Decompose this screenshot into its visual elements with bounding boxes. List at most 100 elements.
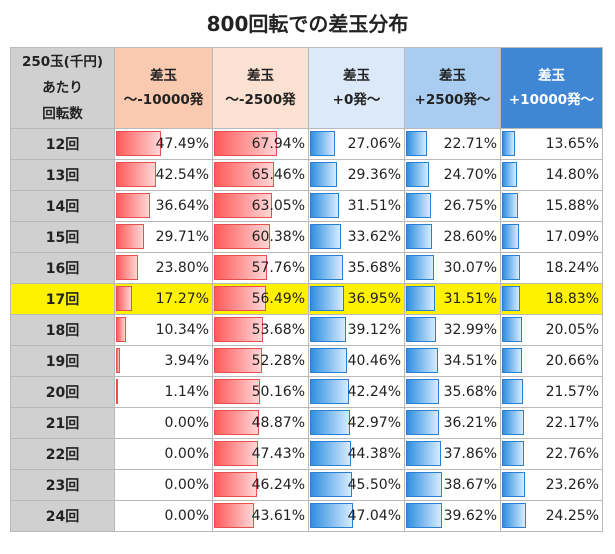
value-cell: 20.66% [500, 345, 603, 377]
column-header: 差玉 +2500発～ [404, 47, 501, 129]
data-label: 29.36% [347, 167, 401, 183]
table-body: 12回 47.49% 67.94% 27.06% 22.71% 13.65% 13回 42.5… [10, 128, 603, 532]
value-cell: 39.12% [308, 314, 405, 346]
value-cell: 18.24% [500, 252, 603, 284]
table-row: 22回 0.00% 47.43% 44.38% 37.86% 22.76% [10, 438, 603, 470]
data-bar [406, 503, 443, 528]
data-bar [310, 131, 335, 156]
data-label: 20.66% [545, 353, 599, 369]
data-label: 38.67% [443, 477, 497, 493]
data-label: 0.00% [164, 477, 209, 493]
value-cell: 30.07% [404, 252, 501, 284]
table-row: 21回 0.00% 48.87% 42.97% 36.21% 22.17% [10, 407, 603, 439]
value-cell: 36.95% [308, 283, 405, 315]
data-bar [310, 193, 339, 218]
row-label: 19回 [10, 345, 115, 377]
data-bar [406, 317, 437, 342]
data-bar [406, 410, 440, 435]
value-cell: 1.14% [114, 376, 213, 408]
data-label: 26.75% [443, 198, 497, 214]
data-label: 22.76% [545, 446, 599, 462]
data-bar [116, 224, 144, 249]
data-label: 1.14% [164, 384, 209, 400]
row-label: 16回 [10, 252, 115, 284]
table-row: 19回 3.94% 52.28% 40.46% 34.51% 20.66% [10, 345, 603, 377]
value-cell: 28.60% [404, 221, 501, 253]
value-cell: 0.00% [114, 407, 213, 439]
data-bar [502, 317, 522, 342]
value-cell: 24.25% [500, 500, 603, 532]
data-label: 31.51% [443, 291, 497, 307]
row-label: 20回 [10, 376, 115, 408]
row-label: 14回 [10, 190, 115, 222]
value-cell: 37.86% [404, 438, 501, 470]
value-cell: 38.67% [404, 469, 501, 501]
value-cell: 46.24% [212, 469, 309, 501]
data-bar [502, 348, 523, 373]
data-bar [214, 286, 266, 311]
distribution-table: 250玉(千円) あたり 回転数 差玉 ～-10000発 差玉 ～-2500発 差玉… [10, 47, 603, 532]
data-bar [310, 441, 351, 466]
data-label: 18.83% [545, 291, 599, 307]
row-label: 21回 [10, 407, 115, 439]
data-label: 42.54% [155, 167, 209, 183]
data-label: 56.49% [251, 291, 305, 307]
data-label: 17.09% [545, 229, 599, 245]
data-bar [502, 379, 524, 404]
page-title: 800回転での差玉分布 [206, 12, 409, 36]
table-row: 18回 10.34% 53.68% 39.12% 32.99% 20.05% [10, 314, 603, 346]
value-cell: 34.51% [404, 345, 501, 377]
value-cell: 42.24% [308, 376, 405, 408]
value-cell: 47.43% [212, 438, 309, 470]
data-bar [116, 131, 161, 156]
row-label: 15回 [10, 221, 115, 253]
data-bar [214, 131, 277, 156]
value-cell: 21.57% [500, 376, 603, 408]
value-cell: 42.97% [308, 407, 405, 439]
value-cell: 47.04% [308, 500, 405, 532]
table-row: 13回 42.54% 65.46% 29.36% 24.70% 14.80% [10, 159, 603, 191]
value-cell: 63.05% [212, 190, 309, 222]
value-cell: 44.38% [308, 438, 405, 470]
data-label: 24.70% [443, 167, 497, 183]
data-label: 31.51% [347, 198, 401, 214]
value-cell: 29.36% [308, 159, 405, 191]
data-bar [214, 503, 255, 528]
value-cell: 45.50% [308, 469, 405, 501]
value-cell: 56.49% [212, 283, 309, 315]
data-label: 36.64% [155, 198, 209, 214]
data-bar [310, 255, 343, 280]
value-cell: 13.65% [500, 128, 603, 160]
value-cell: 17.09% [500, 221, 603, 253]
data-bar [214, 317, 264, 342]
data-label: 0.00% [164, 446, 209, 462]
data-label: 28.60% [443, 229, 497, 245]
data-bar [214, 162, 275, 187]
data-bar [502, 255, 520, 280]
value-cell: 35.68% [308, 252, 405, 284]
corner-header: 250玉(千円) あたり 回転数 [10, 47, 115, 129]
data-bar [502, 441, 525, 466]
value-cell: 52.28% [212, 345, 309, 377]
data-label: 57.76% [251, 260, 305, 276]
data-label: 34.51% [443, 353, 497, 369]
row-label: 24回 [10, 500, 115, 532]
data-bar [116, 286, 133, 311]
value-cell: 32.99% [404, 314, 501, 346]
data-label: 23.26% [545, 477, 599, 493]
data-label: 3.94% [164, 353, 209, 369]
column-header: 差玉 +0発～ [308, 47, 405, 129]
data-bar [214, 255, 268, 280]
value-cell: 47.49% [114, 128, 213, 160]
data-label: 30.07% [443, 260, 497, 276]
data-label: 35.68% [347, 260, 401, 276]
data-label: 0.00% [164, 415, 209, 431]
data-bar [116, 317, 126, 342]
value-cell: 0.00% [114, 500, 213, 532]
data-bar [406, 348, 438, 373]
data-bar [214, 472, 257, 497]
row-label: 23回 [10, 469, 115, 501]
value-cell: 22.76% [500, 438, 603, 470]
data-bar [116, 162, 156, 187]
value-cell: 20.05% [500, 314, 603, 346]
